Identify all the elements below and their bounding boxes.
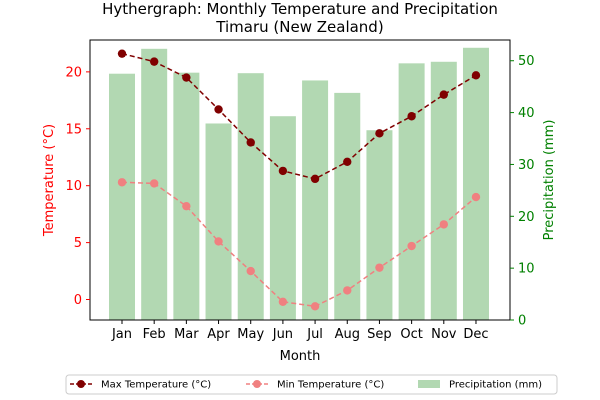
min-temp-point-nov	[439, 220, 448, 229]
y-left-tick-label: 20	[65, 65, 82, 80]
x-tick-label-jan: Jan	[111, 327, 132, 342]
y-axis-left-label: Temperature (°C)	[42, 124, 57, 237]
legend-item-max-temp-label: Max Temperature (°C)	[101, 380, 211, 391]
min-temp-point-dec	[471, 192, 481, 202]
legend-item-precip-swatch	[418, 380, 440, 388]
legend: Max Temperature (°C) Min Temperature (°C)…	[65, 374, 558, 395]
max-temp-point-aug	[343, 157, 352, 166]
legend-item-max-temp-marker	[77, 380, 85, 388]
x-tick-label-nov: Nov	[431, 327, 457, 342]
x-tick-label-oct: Oct	[400, 327, 422, 342]
y-right-tick-label: 50	[518, 54, 535, 69]
precip-bar-nov	[430, 61, 457, 321]
max-temp-line	[121, 52, 477, 180]
x-tick-label-jul: Jul	[306, 327, 323, 342]
min-temp-point-oct	[407, 241, 416, 251]
min-temp-point-aug	[343, 286, 352, 295]
y-right-tick-label: 0	[518, 314, 526, 329]
plot-frame	[89, 39, 511, 321]
legend-item-min-temp-marker	[253, 380, 261, 388]
chart-title: Hythergraph: Monthly Temperature and Pre…	[102, 0, 498, 18]
min-temp-point-jun	[278, 297, 288, 306]
y-right-tick-label: 20	[518, 210, 535, 225]
x-tick-label-mar: Mar	[174, 327, 199, 342]
max-temp-point-mar	[182, 73, 191, 82]
precip-bar-may	[237, 73, 264, 321]
x-axis-label: Month	[280, 349, 321, 364]
max-temp-point-jun	[278, 166, 288, 176]
max-temp-point-jul	[310, 174, 320, 184]
x-tick-label-feb: Feb	[143, 327, 166, 342]
precip-bar-oct	[398, 63, 425, 320]
y-left-tick-label: 0	[74, 293, 82, 308]
y-right-tick-label: 10	[518, 262, 535, 277]
precip-bar-jul	[302, 80, 329, 320]
y-left-tick-label: 10	[65, 179, 82, 194]
min-temp-point-jan	[117, 178, 127, 187]
x-tick-label-apr: Apr	[207, 327, 230, 342]
min-temp-point-feb	[149, 179, 159, 188]
x-tick-label-sep: Sep	[367, 327, 392, 342]
min-temp-point-jul	[310, 302, 320, 311]
y-right-tick-label: 30	[518, 158, 535, 173]
y-left-tick-label: 5	[74, 236, 82, 251]
max-temp-point-oct	[407, 112, 416, 121]
min-temp-line	[121, 181, 477, 308]
precip-bar-aug	[334, 92, 361, 320]
legend-item-min-temp-label: Min Temperature (°C)	[277, 380, 384, 391]
x-tick-label-may: May	[237, 327, 264, 342]
max-temp-point-sep	[375, 129, 384, 138]
x-tick-label-aug: Aug	[335, 327, 360, 342]
min-temp-point-may	[246, 266, 255, 276]
max-temp-point-dec	[471, 71, 481, 80]
precip-bar-dec	[462, 47, 489, 321]
max-temp-point-feb	[149, 57, 159, 66]
max-temp-point-jan	[117, 49, 127, 58]
max-temp-point-may	[246, 138, 255, 147]
chart-subtitle: Timaru (New Zealand)	[215, 18, 383, 36]
x-tick-label-dec: Dec	[463, 327, 488, 342]
max-temp-point-apr	[214, 105, 223, 114]
precip-bar-jan	[109, 73, 135, 320]
legend-box	[65, 374, 558, 395]
y-axis-right-label: Precipitation (mm)	[542, 120, 557, 241]
precip-bar-sep	[366, 130, 393, 320]
min-temp-point-sep	[375, 263, 384, 272]
precip-bar-jun	[269, 116, 296, 320]
precip-bar-apr	[205, 123, 232, 321]
min-temp-point-mar	[182, 201, 191, 211]
legend-item-precip-label: Precipitation (mm)	[449, 380, 542, 391]
y-right-tick-label: 40	[518, 106, 535, 121]
x-tick-label-jun: Jun	[272, 327, 293, 342]
y-left-tick-label: 15	[65, 122, 82, 137]
max-temp-point-nov	[439, 90, 448, 99]
precip-bar-mar	[173, 72, 200, 321]
min-temp-point-apr	[214, 237, 223, 246]
